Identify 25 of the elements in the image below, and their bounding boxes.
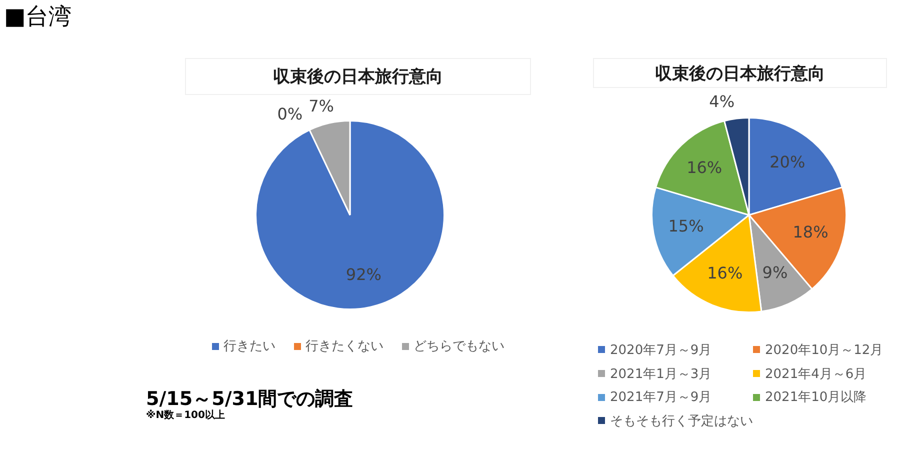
legend-label: 2020年7月～9月 — [610, 342, 712, 359]
text: ※N数＝100以上 — [146, 410, 225, 422]
text: ■台湾 — [4, 3, 72, 32]
data-label: 92% — [346, 264, 382, 284]
text: 0% — [277, 104, 303, 124]
data-label: 18% — [792, 222, 828, 242]
legend-label: どちらでもない — [414, 338, 504, 355]
data-label: 7% — [308, 96, 334, 116]
data-label: 4% — [709, 92, 735, 111]
legend-label: 2020年10月～12月 — [765, 342, 884, 359]
legend-label: 行きたい — [224, 338, 276, 355]
legend-label: 2021年1月～3月 — [610, 366, 712, 383]
text: 5/15～5/31間での調査 — [146, 387, 354, 410]
data-label: 9% — [762, 262, 788, 282]
legend-label: 2021年4月～6月 — [765, 366, 867, 383]
data-label: 16% — [686, 158, 722, 178]
legend-label: 行きたくない — [306, 338, 384, 355]
legend-label: そもそも行く予定はない — [610, 412, 753, 430]
data-label: 15% — [668, 216, 704, 236]
data-label: 20% — [770, 152, 806, 172]
legend-label: 2021年10月以降 — [765, 389, 867, 406]
data-label: 16% — [707, 264, 743, 283]
chart-title: 収束後の日本旅行意向 — [185, 58, 531, 95]
chart-title: 収束後の日本旅行意向 — [593, 58, 887, 88]
legend-label: 2021年7月～9月 — [610, 389, 712, 406]
